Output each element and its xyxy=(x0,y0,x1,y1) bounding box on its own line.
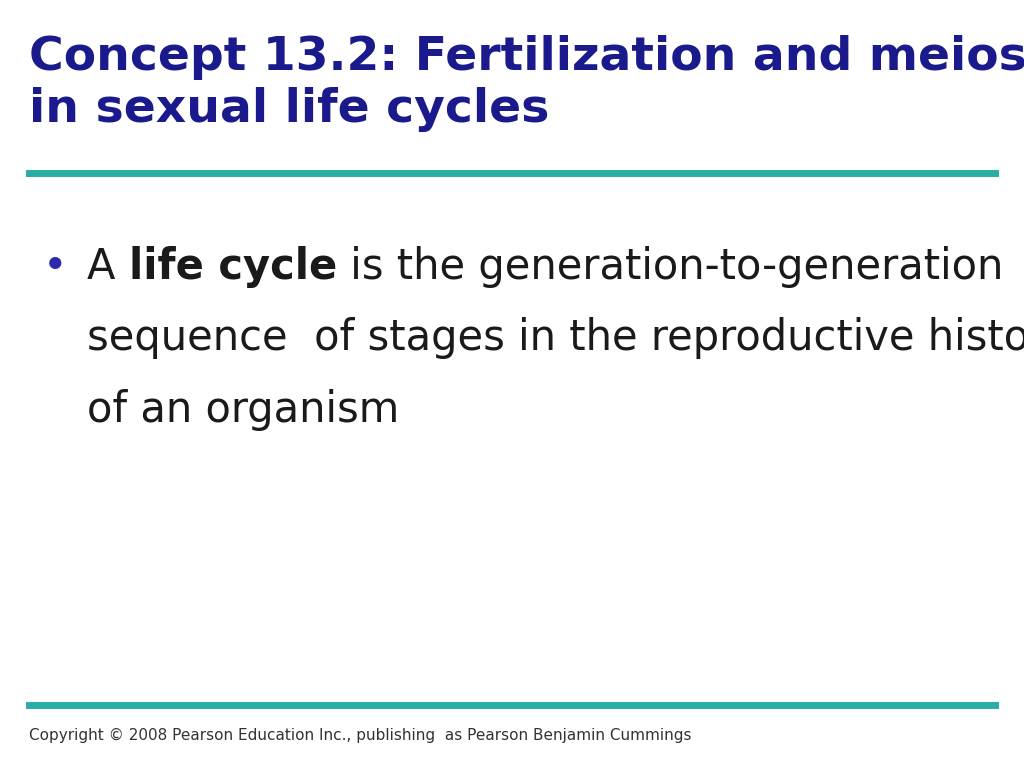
Text: Copyright © 2008 Pearson Education Inc., publishing  as Pearson Benjamin Cumming: Copyright © 2008 Pearson Education Inc.,… xyxy=(29,728,691,743)
Text: is the generation-to-generation: is the generation-to-generation xyxy=(337,246,1004,288)
Text: sequence  of stages in the reproductive history: sequence of stages in the reproductive h… xyxy=(87,317,1024,359)
Text: life cycle: life cycle xyxy=(129,246,337,288)
Text: of an organism: of an organism xyxy=(87,389,399,431)
Text: •: • xyxy=(43,246,68,288)
Text: A: A xyxy=(87,246,129,288)
Text: Concept 13.2: Fertilization and meiosis alternate
in sexual life cycles: Concept 13.2: Fertilization and meiosis … xyxy=(29,35,1024,131)
